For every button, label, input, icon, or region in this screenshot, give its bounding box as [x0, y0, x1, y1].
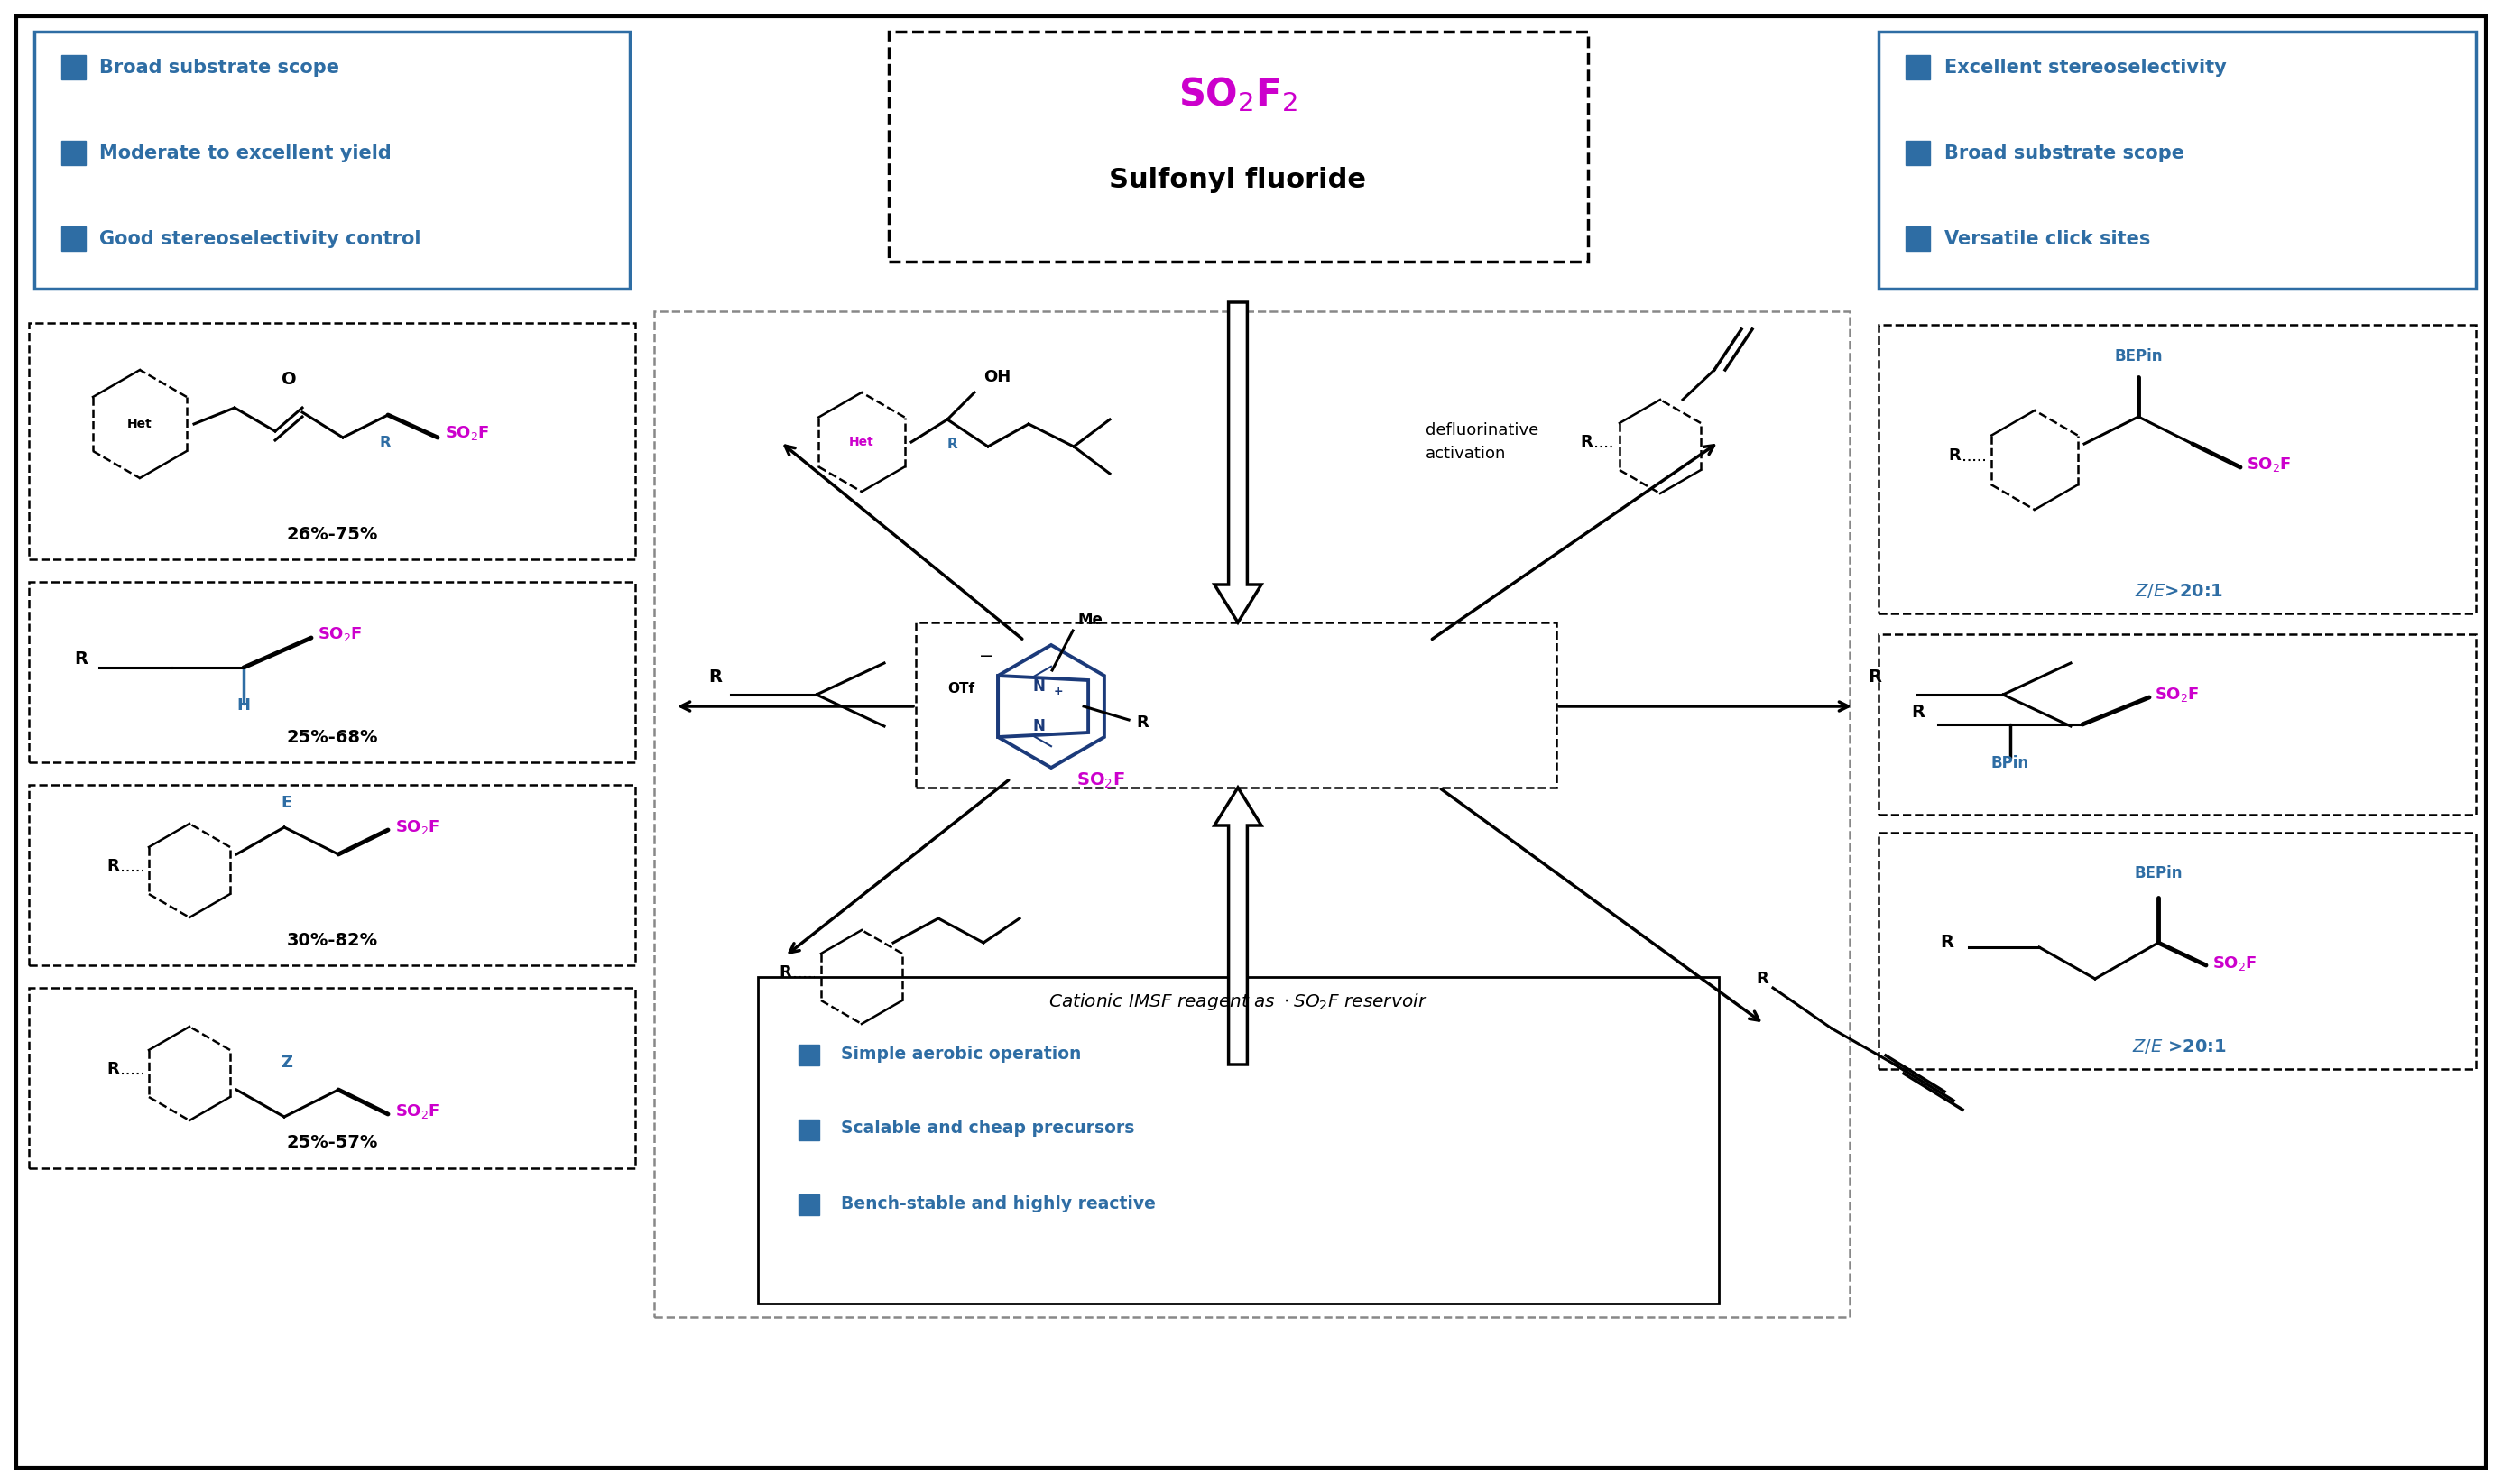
Polygon shape — [15, 16, 2487, 1468]
Text: BEPin: BEPin — [2134, 865, 2182, 881]
Text: SO$_2$F: SO$_2$F — [2212, 954, 2257, 972]
Text: Versatile click sites: Versatile click sites — [1944, 230, 2149, 248]
Text: $\it{Cationic\ IMSF\ reagent\ as\ \cdot SO_2F\ reservoir}$: $\it{Cationic\ IMSF\ reagent\ as\ \cdot … — [1048, 991, 1429, 1012]
Text: R: R — [108, 858, 120, 874]
Text: N: N — [1033, 678, 1046, 695]
Text: Good stereoselectivity control: Good stereoselectivity control — [100, 230, 420, 248]
Text: N: N — [1033, 718, 1046, 735]
Text: R: R — [708, 668, 721, 686]
Text: OH: OH — [983, 370, 1011, 386]
Text: R: R — [1866, 668, 1882, 686]
Bar — [1907, 55, 1929, 79]
Bar — [1907, 227, 1929, 251]
Text: 25%-57%: 25%-57% — [285, 1134, 378, 1152]
Text: R: R — [1581, 433, 1591, 450]
Text: $\it{Z/E}$>20:1: $\it{Z/E}$>20:1 — [2134, 582, 2224, 600]
Text: defluorinative
activation: defluorinative activation — [1426, 421, 1539, 462]
Text: SO$_2$F: SO$_2$F — [318, 625, 363, 643]
Bar — [798, 1195, 818, 1215]
Bar — [798, 1045, 818, 1066]
Text: SO$_2$F$_2$: SO$_2$F$_2$ — [1178, 76, 1299, 114]
Polygon shape — [653, 312, 1849, 1318]
Text: R: R — [1949, 448, 1962, 463]
Text: R: R — [1136, 714, 1148, 730]
Polygon shape — [888, 31, 1589, 261]
Text: H: H — [238, 697, 250, 714]
Text: Simple aerobic operation: Simple aerobic operation — [841, 1045, 1081, 1063]
Text: Bench-stable and highly reactive: Bench-stable and highly reactive — [841, 1195, 1156, 1212]
Text: OTf: OTf — [948, 681, 973, 695]
Text: R: R — [75, 650, 88, 668]
Text: Het: Het — [128, 417, 153, 430]
Text: SO$_2$F: SO$_2$F — [395, 1103, 440, 1120]
Text: R: R — [1912, 703, 1924, 721]
Text: 26%-75%: 26%-75% — [285, 527, 378, 543]
Text: Sulfonyl fluoride: Sulfonyl fluoride — [1108, 168, 1366, 193]
Text: R: R — [380, 435, 390, 451]
Text: SO$_2$F: SO$_2$F — [445, 424, 490, 442]
Polygon shape — [30, 988, 636, 1168]
Text: Moderate to excellent yield: Moderate to excellent yield — [100, 144, 390, 162]
Text: BEPin: BEPin — [2114, 349, 2162, 365]
Text: Het: Het — [848, 436, 873, 448]
Polygon shape — [35, 31, 631, 289]
Text: Scalable and cheap precursors: Scalable and cheap precursors — [841, 1120, 1133, 1137]
Text: $\it{Z/E}$ >20:1: $\it{Z/E}$ >20:1 — [2132, 1037, 2227, 1055]
Text: BPin: BPin — [1992, 755, 2029, 772]
Polygon shape — [1213, 788, 1261, 1064]
Text: Excellent stereoselectivity: Excellent stereoselectivity — [1944, 59, 2227, 77]
Bar — [63, 141, 85, 165]
Text: Broad substrate scope: Broad substrate scope — [1944, 144, 2184, 162]
Polygon shape — [1879, 634, 2477, 815]
Polygon shape — [916, 622, 1556, 788]
Polygon shape — [1213, 303, 1261, 622]
Polygon shape — [758, 976, 1719, 1303]
Polygon shape — [30, 582, 636, 763]
Text: +: + — [1053, 686, 1063, 697]
Text: R: R — [778, 965, 791, 981]
Polygon shape — [1879, 833, 2477, 1068]
Text: Z: Z — [280, 1055, 293, 1071]
Polygon shape — [30, 324, 636, 559]
Text: R: R — [108, 1061, 120, 1077]
Polygon shape — [30, 785, 636, 965]
Text: SO$_2$F: SO$_2$F — [2154, 686, 2199, 703]
Text: −: − — [978, 649, 993, 665]
Polygon shape — [998, 646, 1103, 767]
Text: SO$_2$F: SO$_2$F — [2247, 456, 2292, 473]
Bar — [798, 1119, 818, 1140]
Bar — [1907, 141, 1929, 165]
Text: Me: Me — [1078, 611, 1103, 628]
Text: SO$_2$F: SO$_2$F — [395, 818, 440, 837]
Text: R: R — [948, 438, 958, 451]
Text: SO$_2$F: SO$_2$F — [1076, 770, 1126, 789]
Text: 30%-82%: 30%-82% — [285, 932, 378, 950]
Text: 25%-68%: 25%-68% — [285, 729, 378, 745]
Polygon shape — [998, 675, 1088, 738]
Bar — [63, 227, 85, 251]
Text: E: E — [280, 795, 293, 812]
Text: R: R — [1756, 971, 1769, 987]
Text: O: O — [280, 371, 295, 387]
Text: Broad substrate scope: Broad substrate scope — [100, 59, 340, 77]
Bar — [63, 55, 85, 79]
Polygon shape — [1879, 31, 2477, 289]
Polygon shape — [1879, 325, 2477, 613]
Text: R: R — [1939, 933, 1954, 951]
